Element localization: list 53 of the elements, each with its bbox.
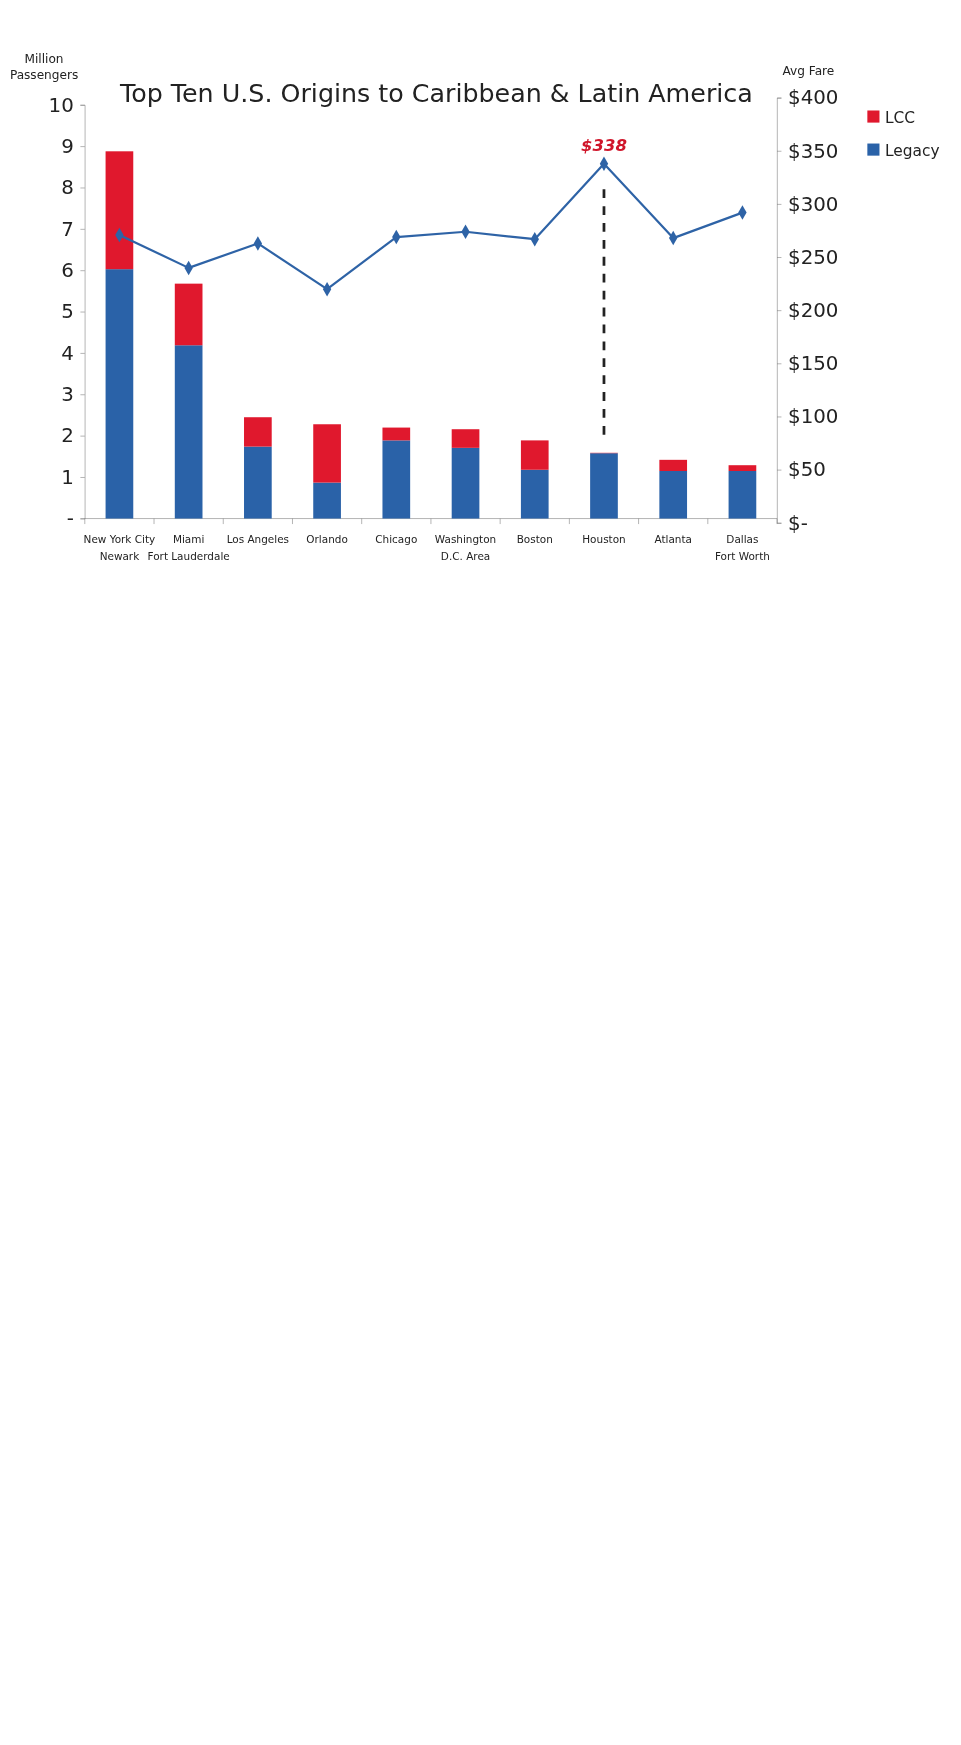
y-tick-label: 6 (61, 259, 74, 283)
chart-title: Top Ten U.S. Origins to Caribbean & Latin America (119, 77, 753, 108)
x-tick-label: Boston (516, 532, 553, 545)
bar (105, 151, 134, 270)
y2-tick-label: $250 (788, 245, 839, 269)
x-tick-label: Atlanta (654, 532, 692, 545)
legend-label: Legacy (884, 141, 940, 160)
bar (451, 447, 480, 519)
x-tick-label: Los Angeles (226, 532, 290, 545)
bar (659, 471, 688, 519)
x-tick-label: Houston (582, 532, 626, 545)
x-tick-label: Washington D.C. Area (434, 532, 497, 562)
y-tick-label: - (66, 507, 74, 531)
y-tick-label: 1 (61, 465, 74, 489)
bar (520, 469, 549, 519)
bar (382, 440, 411, 519)
bar (244, 446, 272, 519)
y2-tick-label: $300 (788, 192, 839, 216)
bar (382, 427, 411, 441)
y2-tick-label: $350 (788, 139, 839, 163)
data-label: $338 (581, 135, 627, 155)
bar (451, 429, 480, 448)
y-axis-title: Million Passengers (9, 52, 79, 82)
bar (244, 417, 272, 447)
y2-tick-label: $150 (788, 352, 839, 376)
bar (520, 440, 549, 470)
y2-tick-label: $100 (788, 405, 839, 429)
bar (659, 459, 688, 471)
x-tick-label: Dallas Fort Worth (714, 532, 770, 562)
y-tick-label: 7 (61, 217, 74, 241)
y-tick-label: 10 (48, 93, 74, 117)
y2-axis-title: Avg Fare (782, 64, 835, 79)
y2-tick-label: $200 (788, 299, 839, 323)
y-tick-label: 8 (61, 176, 74, 200)
y-tick-label: 3 (61, 383, 74, 407)
bar (174, 283, 203, 346)
y2-tick-label: $- (788, 511, 808, 535)
x-tick-label: Orlando (306, 532, 348, 545)
bar (313, 424, 341, 483)
x-tick-label: Chicago (375, 532, 418, 545)
bar (728, 471, 757, 519)
bar (174, 345, 203, 519)
bar (313, 482, 341, 519)
legend-label: LCC (884, 108, 916, 127)
y2-tick-label: $50 (788, 458, 826, 482)
bar (105, 269, 134, 519)
y-tick-label: 9 (61, 134, 74, 158)
y-tick-label: 5 (61, 300, 74, 324)
bar (728, 465, 757, 471)
bar (590, 453, 618, 519)
y-tick-label: 2 (61, 424, 74, 448)
y-tick-label: 4 (61, 341, 74, 365)
y2-tick-label: $400 (788, 86, 839, 110)
